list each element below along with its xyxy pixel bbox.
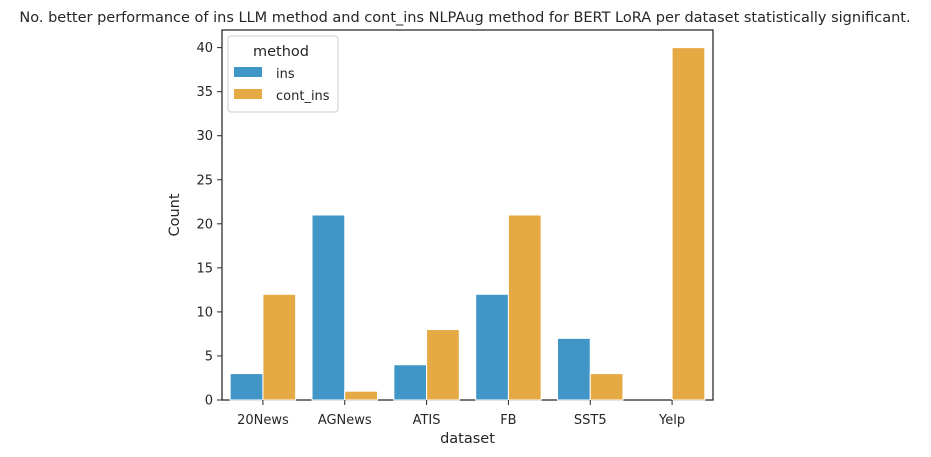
bar-cont-ins-fb	[507, 214, 542, 401]
y-tick-label: 10	[196, 305, 213, 320]
bar-cont-ins-agnews	[344, 390, 378, 401]
legend-swatch-cont-ins	[234, 89, 262, 99]
x-axis-label: dataset	[440, 431, 495, 447]
legend: method ins cont_ins	[227, 35, 339, 113]
chart-title: No. better performance of ins LLM method…	[19, 10, 910, 26]
y-tick-label: 20	[196, 217, 213, 232]
x-tick-label: ATIS	[413, 413, 441, 428]
y-tick-label: 25	[196, 173, 213, 188]
bar-cont-ins-yelp	[671, 47, 706, 401]
x-tick-label: 20News	[237, 413, 289, 428]
bar-cont-ins-20news	[262, 293, 297, 401]
y-tick-label: 15	[196, 261, 213, 276]
x-tick-label: AGNews	[318, 413, 372, 428]
bar-ins-20news	[229, 373, 264, 401]
x-tick-label: Yelp	[658, 413, 685, 428]
x-tick-label: FB	[500, 413, 516, 428]
x-axis: 20News AGNews ATIS FB SST5 Yelp	[237, 400, 685, 428]
x-tick-label: SST5	[574, 413, 607, 428]
plot-area-frame	[221, 29, 714, 401]
bar-ins-atis	[393, 364, 428, 401]
y-tick-label: 40	[196, 41, 213, 56]
bar-ins-agnews	[311, 214, 346, 401]
y-tick-label: 0	[205, 394, 213, 409]
bar-cont-ins-atis	[426, 329, 460, 401]
y-tick-label: 5	[205, 349, 213, 364]
bar-cont-ins-sst5	[589, 373, 624, 401]
y-axis-label: Count	[167, 193, 183, 236]
bar-ins-fb	[475, 293, 509, 401]
y-axis: 0 5 10 15 20 25 30 35 40	[196, 41, 222, 409]
y-tick-label: 30	[196, 129, 213, 144]
legend-label-ins: ins	[276, 67, 295, 82]
y-tick-label: 35	[196, 85, 213, 100]
bars-layer	[229, 47, 706, 401]
legend-swatch-ins	[234, 67, 262, 77]
bar-ins-sst5	[557, 337, 591, 401]
legend-label-cont-ins: cont_ins	[276, 89, 330, 104]
legend-title: method	[253, 44, 309, 60]
